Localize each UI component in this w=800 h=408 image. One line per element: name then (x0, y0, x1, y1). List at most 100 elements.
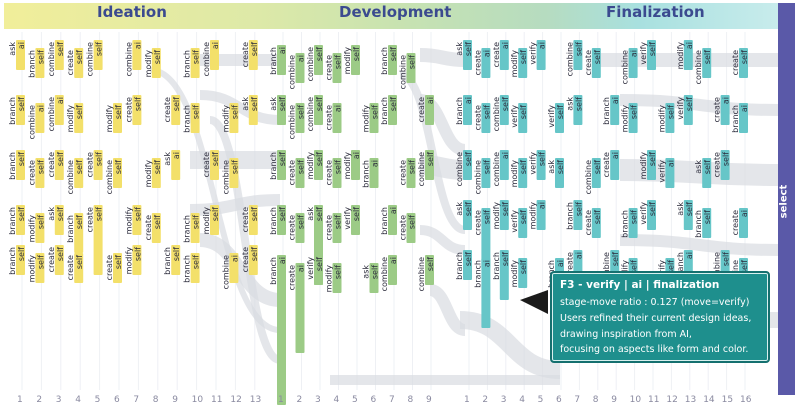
node-label-finalization: verify (676, 97, 685, 120)
node-finalization (739, 103, 748, 133)
node-label-finalization: self (556, 160, 565, 174)
node-label-finalization: self (685, 97, 694, 111)
node-label-ideation: combine (27, 105, 36, 139)
node-finalization (481, 103, 491, 133)
node-label-ideation: ask (47, 207, 56, 221)
node-label-ideation: create (144, 215, 153, 240)
tick-development-5: 5 (352, 395, 358, 405)
node-label-finalization: self (740, 260, 749, 274)
node-label-ideation: self (230, 160, 239, 174)
node-label-finalization: self (519, 260, 528, 274)
node-finalization (463, 95, 472, 125)
select-stage-bar[interactable] (778, 3, 795, 395)
node-label-ideation: modify (144, 160, 153, 188)
node-development (277, 205, 286, 235)
node-label-ideation: modify (27, 255, 36, 283)
node-development (314, 150, 323, 180)
node-finalization (499, 95, 509, 125)
node-label-ideation: self (153, 215, 162, 229)
tick-development-8: 8 (407, 395, 414, 405)
node-development (332, 53, 342, 83)
node-label-development: combine (399, 55, 408, 89)
node-label-development: branch (380, 207, 389, 235)
node-development (295, 213, 305, 243)
node-label-development: combine (288, 105, 297, 139)
node-ideation (190, 213, 200, 243)
node-label-ideation: self (75, 160, 84, 174)
node-development (388, 255, 397, 285)
node-label-development: combine (417, 152, 426, 186)
node-label-development: self (334, 265, 343, 279)
node-label-finalization: ai (740, 105, 749, 112)
tick-ideation-3: 3 (55, 395, 62, 405)
node-label-finalization: self (593, 50, 602, 64)
select-label: select (778, 184, 790, 219)
node-label-development: modify (343, 152, 352, 180)
node-ideation (54, 205, 64, 235)
tick-development-9: 9 (426, 395, 432, 405)
node-label-ideation: create (124, 97, 133, 122)
node-finalization (481, 158, 491, 188)
node-label-finalization: ai (611, 152, 620, 159)
node-development (425, 255, 434, 285)
node-label-ideation: self (75, 255, 84, 269)
node-label-ideation: self (17, 97, 26, 111)
node-label-ideation: self (36, 50, 45, 64)
node-label-development: combine (306, 97, 315, 131)
node-label-ideation: ai (230, 255, 239, 262)
tick-ideation-1: 1 (17, 395, 23, 405)
node-development (277, 255, 286, 405)
node-label-ideation: combine (124, 42, 133, 76)
node-label-ideation: combine (202, 42, 211, 76)
node-ideation (74, 158, 84, 188)
node-label-finalization: self (666, 260, 675, 274)
node-label-finalization: verify (529, 152, 538, 175)
node-development (314, 95, 323, 125)
node-finalization (463, 200, 472, 230)
node-development (388, 95, 397, 125)
tick-finalization-11: 11 (648, 395, 660, 405)
node-finalization (683, 200, 693, 230)
node-label-development: modify (306, 152, 315, 180)
node-label-finalization: modify (492, 202, 501, 230)
node-label-finalization: verify (510, 210, 519, 233)
node-ideation (113, 158, 122, 188)
flow-ribbon (459, 311, 561, 379)
node-development (295, 103, 305, 133)
node-finalization (702, 48, 712, 78)
tick-finalization-9: 9 (611, 395, 617, 405)
node-development (388, 45, 397, 75)
tick-finalization-10: 10 (629, 395, 642, 405)
node-label-finalization: create (602, 152, 611, 177)
node-label-development: ask (306, 207, 315, 221)
node-ideation (132, 245, 142, 275)
node-label-development: create (288, 265, 297, 290)
node-finalization (518, 208, 528, 238)
node-label-finalization: ai (482, 50, 491, 57)
node-label-ideation: modify (124, 207, 133, 235)
node-label-development: self (278, 207, 287, 221)
node-ideation (16, 150, 25, 180)
node-label-ideation: self (192, 105, 201, 119)
node-finalization (739, 208, 748, 238)
node-label-ideation: combine (66, 160, 75, 194)
node-label-development: self (297, 160, 306, 174)
node-label-finalization: modify (657, 105, 666, 133)
node-label-finalization: self (464, 202, 473, 216)
node-label-finalization: self (722, 152, 731, 166)
node-label-ideation: ai (133, 42, 142, 49)
node-development (406, 158, 416, 188)
node-label-finalization: ask (694, 160, 703, 174)
node-finalization (683, 40, 693, 70)
node-label-development: create (325, 160, 334, 185)
node-label-finalization: self (464, 42, 473, 56)
flow-ribbon (199, 233, 281, 307)
tick-development-4: 4 (333, 395, 340, 405)
node-label-development: self (315, 97, 324, 111)
node-label-development: self (315, 47, 324, 61)
node-label-finalization: create (492, 42, 501, 67)
node-label-ideation: self (230, 105, 239, 119)
node-finalization (555, 103, 564, 133)
node-label-development: ai (389, 257, 398, 264)
